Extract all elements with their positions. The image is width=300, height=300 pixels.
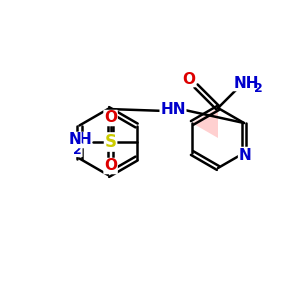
Text: NH: NH — [233, 76, 259, 91]
Text: 2: 2 — [254, 82, 262, 94]
Text: O: O — [104, 110, 117, 125]
Polygon shape — [192, 108, 218, 138]
Text: O: O — [104, 158, 117, 173]
Text: N: N — [68, 133, 81, 148]
Text: 2: 2 — [73, 143, 82, 157]
Text: S: S — [105, 133, 117, 151]
Text: H: H — [78, 133, 91, 148]
Text: O: O — [182, 71, 196, 86]
Text: HN: HN — [160, 101, 186, 116]
Text: N: N — [238, 148, 251, 163]
